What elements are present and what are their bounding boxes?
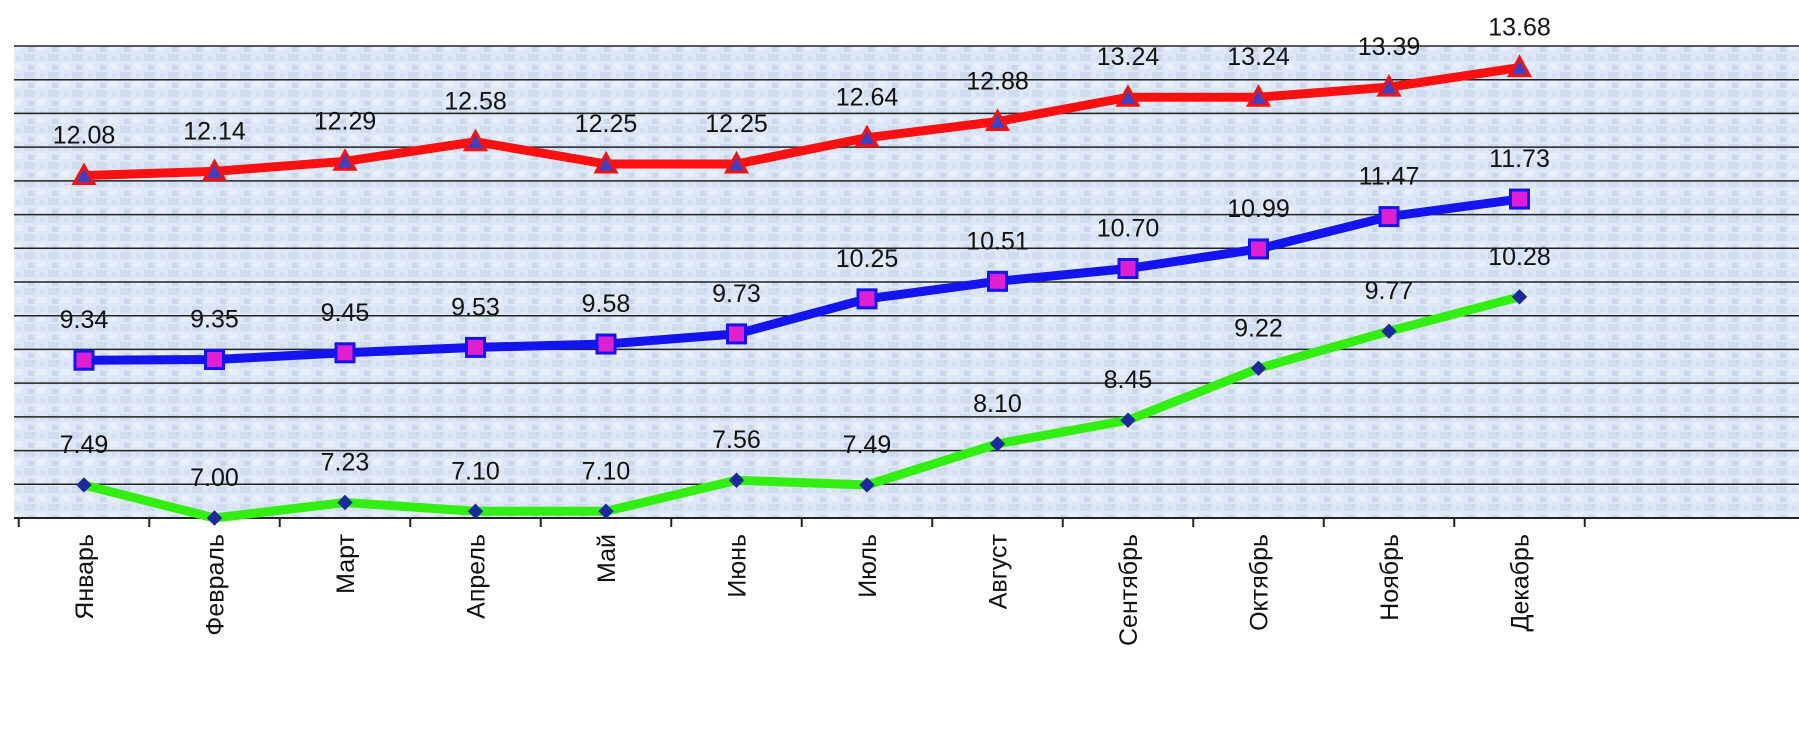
- data-label: 12.58: [444, 88, 507, 116]
- data-point: [201, 158, 228, 181]
- data-label: 9.35: [190, 306, 239, 334]
- data-point: [337, 494, 353, 511]
- data-point: [71, 162, 97, 185]
- data-point: [1245, 84, 1272, 107]
- data-label: 12.29: [314, 107, 377, 135]
- data-point: [73, 349, 95, 371]
- data-point: [593, 150, 619, 174]
- data-point: [1117, 258, 1139, 280]
- data-label: 10.70: [1097, 215, 1160, 243]
- data-point: [859, 477, 875, 493]
- data-label: 11.73: [1489, 145, 1550, 173]
- data-point: [854, 124, 880, 148]
- data-label: 10.51: [966, 227, 1029, 255]
- data-label: 12.08: [53, 121, 116, 149]
- data-label: 9.53: [451, 293, 500, 321]
- data-label: 13.24: [1097, 43, 1160, 71]
- data-point: [987, 270, 1008, 292]
- data-label: 7.10: [451, 457, 500, 485]
- series-line: [79, 292, 1524, 523]
- data-point: [1250, 360, 1267, 377]
- data-point: [856, 288, 878, 310]
- series-lines: [79, 63, 1524, 523]
- x-tick-label: Июль: [854, 534, 882, 598]
- data-label: 12.25: [575, 110, 638, 138]
- data-point: [334, 342, 356, 364]
- data-point: [76, 477, 92, 493]
- x-tick-label: Сентябрь: [1115, 534, 1143, 646]
- data-point: [1248, 238, 1269, 260]
- data-label: 9.22: [1234, 314, 1283, 342]
- data-point: [726, 323, 747, 345]
- data-point: [989, 436, 1006, 452]
- data-point: [728, 472, 745, 488]
- data-point: [332, 148, 358, 171]
- data-label: 11.47: [1359, 163, 1420, 191]
- data-label: 13.39: [1358, 33, 1421, 61]
- data-point: [1381, 323, 1397, 339]
- data-label: 9.34: [60, 306, 109, 334]
- data-point: [1115, 84, 1141, 107]
- x-tick-label: Апрель: [463, 534, 491, 619]
- data-point: [598, 503, 614, 519]
- data-point: [1511, 289, 1528, 305]
- data-point: [204, 349, 225, 371]
- x-tick-label: Ноябрь: [1376, 534, 1404, 621]
- data-label: 12.88: [966, 68, 1029, 96]
- data-label: 13.24: [1227, 43, 1290, 71]
- data-label: 7.49: [843, 431, 892, 459]
- data-label: 13.68: [1488, 14, 1551, 42]
- data-label: 8.10: [973, 390, 1022, 418]
- data-label: 12.14: [183, 117, 246, 145]
- x-tick-label: Октябрь: [1246, 534, 1274, 631]
- data-point: [467, 503, 484, 519]
- series-line: [79, 63, 1524, 180]
- gridlines: [14, 45, 1799, 486]
- data-label: 7.23: [321, 448, 370, 476]
- data-label: 12.64: [836, 84, 899, 112]
- data-label: 12.25: [705, 110, 768, 138]
- x-tick-label: Август: [985, 533, 1013, 609]
- data-point: [462, 128, 489, 152]
- data-point: [1509, 188, 1530, 210]
- x-axis: Январь Февраль Март Апрель Май Июнь Июль Август…: [14, 517, 1799, 646]
- x-tick-label: Март: [332, 533, 360, 593]
- data-label: 8.45: [1104, 366, 1153, 394]
- data-point: [1120, 412, 1136, 428]
- series-markers: [71, 54, 1533, 526]
- data-point: [465, 336, 486, 358]
- data-label: 7.10: [582, 457, 631, 485]
- x-tick-label: Декабрь: [1507, 534, 1535, 631]
- x-tick-label: Февраль: [202, 534, 230, 636]
- data-label: 10.25: [836, 245, 899, 273]
- x-tick-label: Январь: [71, 534, 99, 620]
- data-label: 9.45: [321, 299, 370, 327]
- data-label: 7.56: [712, 426, 761, 454]
- series-line: [79, 194, 1524, 365]
- data-label: 10.28: [1488, 243, 1551, 271]
- data-point: [206, 510, 223, 526]
- data-label: 10.99: [1227, 195, 1290, 223]
- data-point: [595, 333, 617, 355]
- data-label: 9.77: [1365, 277, 1414, 305]
- data-point: [1506, 54, 1533, 78]
- data-point: [1376, 74, 1402, 97]
- data-label: 9.58: [582, 290, 631, 318]
- data-point: [1378, 206, 1400, 228]
- data-label: 9.73: [712, 280, 761, 308]
- data-point: [723, 150, 750, 174]
- x-tick-label: Июнь: [724, 534, 752, 598]
- data-labels: 12.08 12.14 12.29 12.58 12.25 12.25 12.64 12.88…: [53, 14, 1551, 492]
- x-tick-label: Май: [593, 534, 621, 583]
- data-label: 7.49: [60, 431, 109, 459]
- data-label: 7.00: [190, 464, 239, 492]
- data-point: [984, 108, 1011, 132]
